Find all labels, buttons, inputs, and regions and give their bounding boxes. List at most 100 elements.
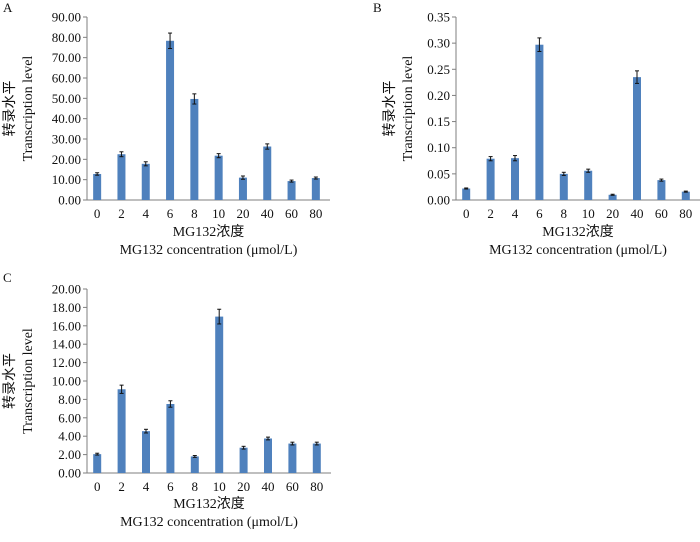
bar <box>633 77 641 200</box>
y-tick-label: 20.00 <box>52 152 81 167</box>
y-tick-label: 30.00 <box>52 132 81 147</box>
x-axis-label-cn: MG132浓度 <box>542 224 614 240</box>
bar <box>166 404 175 473</box>
x-tick-label: 2 <box>118 206 125 221</box>
bar <box>141 163 150 200</box>
bar <box>511 158 519 200</box>
bar <box>190 98 199 200</box>
y-tick-label: 14.00 <box>52 337 81 352</box>
x-tick-label: 60 <box>285 206 298 221</box>
y-tick-label: 0.15 <box>427 114 450 129</box>
x-tick-label: 4 <box>512 206 519 221</box>
y-tick-label: 10.00 <box>52 374 81 389</box>
bar <box>584 170 593 200</box>
x-tick-label: 60 <box>286 479 299 494</box>
x-tick-label: 8 <box>561 206 568 221</box>
y-tick-label: 0.05 <box>427 166 450 181</box>
bar <box>263 146 272 200</box>
y-axis-label-cn: 转录水平 <box>382 81 398 137</box>
y-tick-label: 0.10 <box>427 140 450 155</box>
x-tick-label: 60 <box>655 206 668 221</box>
x-tick-label: 0 <box>94 479 101 494</box>
y-tick-label: 16.00 <box>52 318 81 333</box>
bar <box>93 454 102 473</box>
panel-label: C <box>3 270 12 285</box>
y-tick-label: 20.00 <box>52 282 81 297</box>
x-tick-label: 6 <box>167 479 174 494</box>
y-tick-label: 0.00 <box>58 466 81 481</box>
x-tick-label: 6 <box>167 206 174 221</box>
y-tick-label: 8.00 <box>58 392 81 407</box>
x-tick-label: 6 <box>536 206 543 221</box>
bar <box>166 40 175 200</box>
x-tick-label: 0 <box>94 206 101 221</box>
x-tick-label: 4 <box>143 206 150 221</box>
y-tick-label: 10.00 <box>52 172 81 187</box>
bar <box>608 194 617 200</box>
bar <box>288 443 297 473</box>
x-tick-label: 8 <box>191 206 198 221</box>
x-axis-label-cn: MG132浓度 <box>173 496 245 512</box>
x-tick-label: 40 <box>631 206 644 221</box>
y-tick-label: 0.30 <box>427 36 450 51</box>
x-tick-label: 40 <box>261 206 274 221</box>
x-tick-label: 8 <box>192 479 199 494</box>
bar <box>559 173 568 200</box>
bar <box>93 173 102 200</box>
bar <box>486 158 495 200</box>
bar <box>535 44 544 201</box>
bar <box>657 180 666 200</box>
y-tick-label: 0.20 <box>427 88 450 103</box>
bar <box>287 181 296 200</box>
bar <box>190 456 199 473</box>
x-tick-label: 20 <box>606 206 619 221</box>
x-axis-label-cn: MG132浓度 <box>173 224 245 240</box>
x-tick-label: 20 <box>236 206 249 221</box>
y-axis-label-en: Transcription level <box>21 56 36 162</box>
x-axis-label-en: MG132 concentration (μmol/L) <box>120 243 298 258</box>
y-axis-label-en: Transcription level <box>21 328 36 434</box>
panel-label: B <box>373 0 382 15</box>
y-tick-label: 50.00 <box>52 91 81 106</box>
y-tick-label: 12.00 <box>52 355 81 370</box>
y-tick-label: 0.25 <box>427 62 450 77</box>
bar <box>264 438 272 473</box>
y-axis-label-en: Transcription level <box>401 56 416 162</box>
y-tick-label: 4.00 <box>58 429 81 444</box>
x-tick-label: 0 <box>463 206 470 221</box>
y-axis-label-cn: 转录水平 <box>2 81 18 137</box>
bar <box>117 154 126 200</box>
bar <box>214 155 223 200</box>
x-tick-label: 20 <box>237 479 250 494</box>
x-axis-label-en: MG132 concentration (μmol/L) <box>120 515 298 530</box>
bar <box>215 316 224 473</box>
y-tick-label: 40.00 <box>52 111 81 126</box>
x-axis-label-en: MG132 concentration (μmol/L) <box>489 243 667 258</box>
y-axis-label-cn: 转录水平 <box>2 353 18 409</box>
y-tick-label: 90.00 <box>52 10 81 25</box>
x-tick-label: 10 <box>582 206 595 221</box>
x-tick-label: 2 <box>487 206 494 221</box>
y-tick-label: 2.00 <box>58 447 81 462</box>
bar <box>462 188 471 200</box>
x-tick-label: 80 <box>309 206 322 221</box>
y-tick-label: 0.00 <box>427 193 450 208</box>
bar <box>238 177 247 200</box>
y-tick-label: 80.00 <box>52 30 81 45</box>
x-tick-label: 10 <box>213 479 226 494</box>
panel-label: A <box>3 0 13 15</box>
x-tick-label: 10 <box>212 206 225 221</box>
y-tick-label: 0.00 <box>58 193 81 208</box>
y-tick-label: 6.00 <box>58 410 81 425</box>
bar <box>239 447 248 473</box>
bar <box>312 443 321 473</box>
bar <box>681 191 690 200</box>
y-tick-label: 18.00 <box>52 300 81 315</box>
x-tick-label: 80 <box>310 479 323 494</box>
x-tick-label: 2 <box>118 479 125 494</box>
x-tick-label: 40 <box>262 479 275 494</box>
y-tick-label: 70.00 <box>52 50 81 65</box>
bar <box>117 389 126 473</box>
x-tick-label: 4 <box>143 479 150 494</box>
